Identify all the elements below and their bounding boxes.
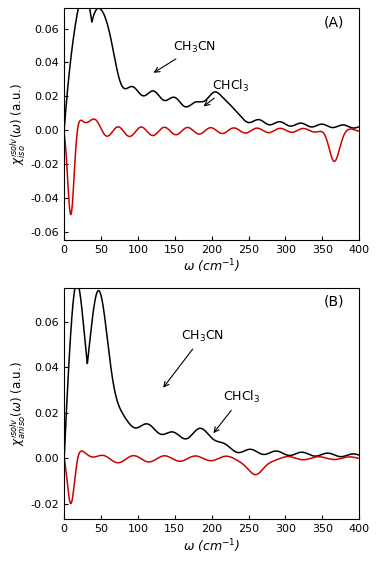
Text: CHCl$_3$: CHCl$_3$ — [204, 78, 249, 106]
Text: CHCl$_3$: CHCl$_3$ — [214, 390, 260, 432]
X-axis label: $\omega$ (cm$^{-1}$): $\omega$ (cm$^{-1}$) — [183, 258, 240, 275]
Text: (A): (A) — [324, 15, 344, 29]
Text: CH$_3$CN: CH$_3$CN — [164, 329, 224, 387]
Text: (B): (B) — [324, 294, 344, 309]
Text: CH$_3$CN: CH$_3$CN — [155, 39, 216, 72]
Y-axis label: $\chi^{\prime solv}_{aniso}(\omega)$ (a.u.): $\chi^{\prime solv}_{aniso}(\omega)$ (a.… — [8, 361, 28, 446]
X-axis label: $\omega$ (cm$^{-1}$): $\omega$ (cm$^{-1}$) — [183, 537, 240, 555]
Y-axis label: $\chi^{\prime solv}_{iso}(\omega)$ (a.u.): $\chi^{\prime solv}_{iso}(\omega)$ (a.u.… — [8, 83, 28, 166]
